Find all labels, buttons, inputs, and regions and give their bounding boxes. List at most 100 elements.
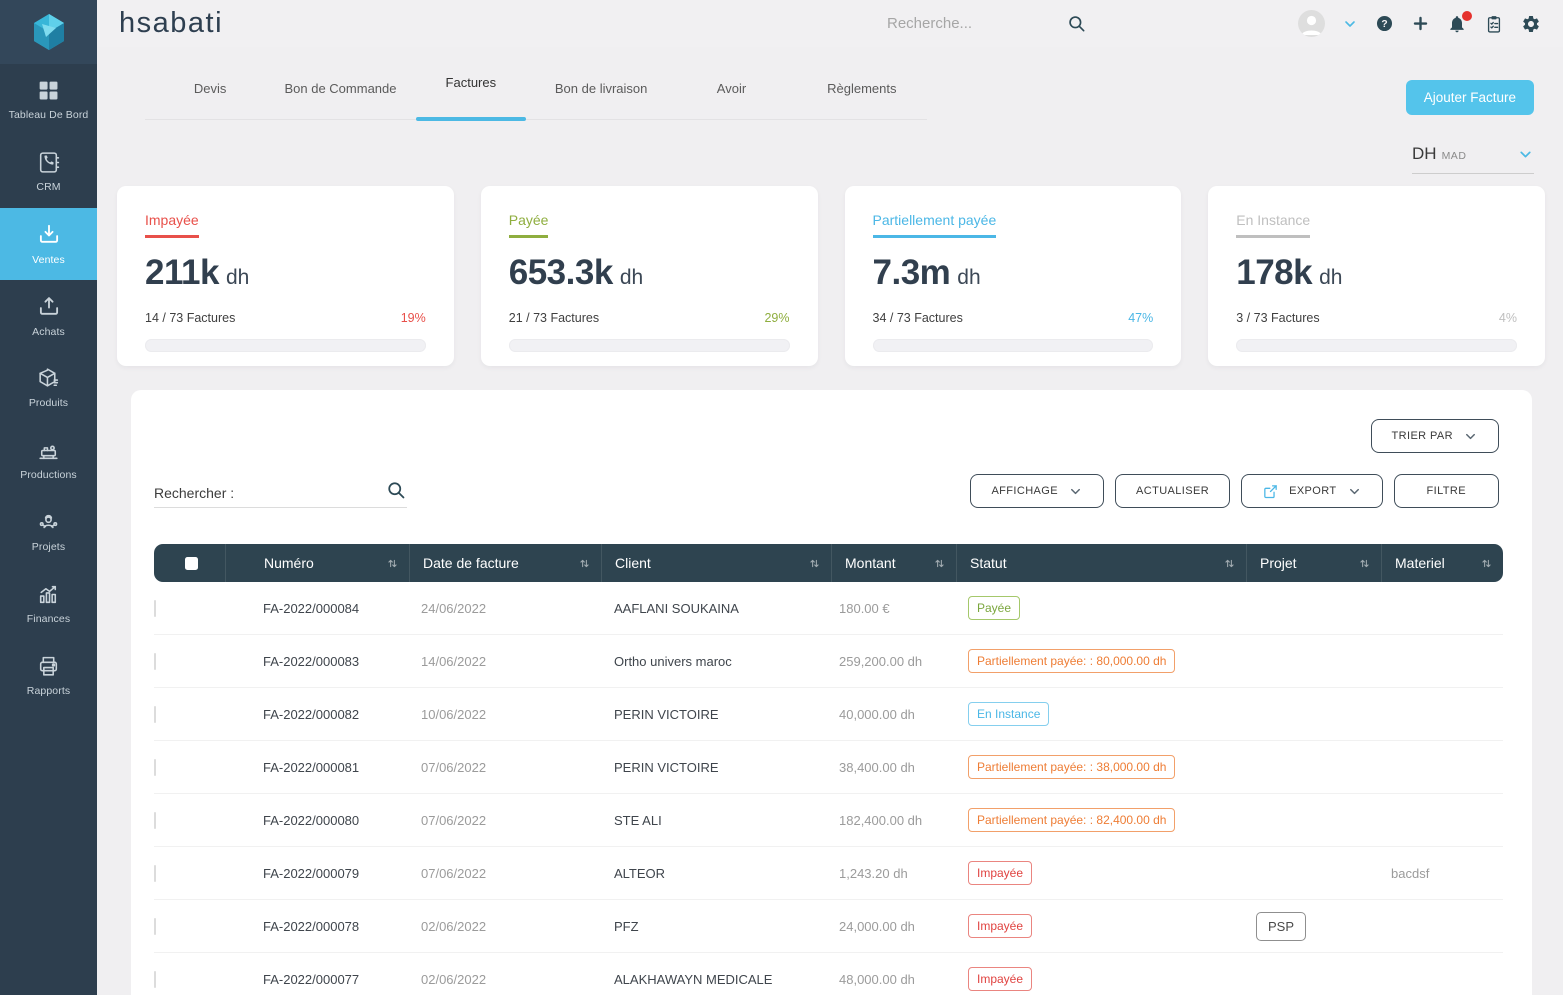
filter-button[interactable]: FILTRE — [1394, 474, 1499, 508]
table-row[interactable]: FA-2022/000082 10/06/2022 PERIN VICTOIRE… — [154, 688, 1503, 741]
sidebar-item-label: Achats — [32, 327, 65, 339]
sort-by-button[interactable]: TRIER PAR — [1371, 419, 1499, 453]
report-printer-icon — [36, 654, 61, 679]
finance-chart-icon — [36, 582, 61, 607]
search-icon[interactable] — [1067, 14, 1087, 34]
card-percent: 47% — [1128, 311, 1153, 325]
factory-icon — [36, 438, 61, 463]
select-all-checkbox[interactable] — [185, 557, 198, 570]
status-badge: Impayée — [968, 914, 1032, 938]
sidebar-item-finances[interactable]: Finances — [0, 568, 97, 640]
status-badge: Impayée — [968, 861, 1032, 885]
card-title: Impayée — [145, 212, 199, 238]
table-header: Numéro Date de facture Client Montant St… — [154, 544, 1503, 582]
status-badge: Impayée — [968, 967, 1032, 991]
card-value: 178kdh — [1236, 253, 1517, 293]
table-row[interactable]: FA-2022/000081 07/06/2022 PERIN VICTOIRE… — [154, 741, 1503, 794]
table-row[interactable]: FA-2022/000078 02/06/2022 PFZ 24,000.00 … — [154, 900, 1503, 953]
sort-icon[interactable] — [1479, 556, 1494, 571]
refresh-button[interactable]: ACTUALISER — [1115, 474, 1230, 508]
currency-select[interactable]: DH MAD — [1412, 144, 1534, 174]
row-checkbox[interactable] — [154, 971, 156, 988]
global-search-input[interactable] — [887, 15, 1059, 32]
row-checkbox[interactable] — [154, 706, 156, 723]
column-montant: Montant — [831, 544, 956, 582]
chevron-down-icon[interactable] — [1342, 16, 1358, 32]
sales-download-icon — [36, 222, 62, 248]
tab-bon-de-livraison[interactable]: Bon de livraison — [536, 61, 666, 119]
table-row[interactable]: FA-2022/000083 14/06/2022 Ortho univers … — [154, 635, 1503, 688]
card-value: 7.3mdh — [873, 253, 1154, 293]
column-statut: Statut — [956, 544, 1246, 582]
global-search — [887, 0, 1087, 47]
invoices-panel: TRIER PAR Rechercher : AFFICHAGE ACTUALI… — [131, 390, 1532, 995]
status-badge: Partiellement payée: : 38,000.00 dh — [968, 755, 1175, 779]
table-row[interactable]: FA-2022/000080 07/06/2022 STE ALI 182,40… — [154, 794, 1503, 847]
tab-devis[interactable]: Devis — [145, 61, 275, 119]
sort-icon[interactable] — [577, 556, 592, 571]
notification-dot — [1462, 11, 1472, 21]
settings-gear-icon[interactable] — [1521, 14, 1541, 34]
table-toolbar: Rechercher : AFFICHAGE ACTUALISER EXPORT — [154, 474, 1499, 508]
stat-card-partiellement-payee: Partiellement payée 7.3mdh 34 / 73 Factu… — [845, 186, 1182, 366]
row-checkbox[interactable] — [154, 653, 156, 670]
sidebar-item-achats[interactable]: Achats — [0, 280, 97, 352]
tab-factures[interactable]: Factures — [406, 61, 536, 119]
sidebar-item-ventes[interactable]: Ventes — [0, 208, 97, 280]
sidebar-item-produits[interactable]: Produits — [0, 352, 97, 424]
sidebar-item-label: CRM — [36, 182, 60, 194]
chevron-down-icon — [1068, 484, 1083, 499]
sidebar-item-label: Produits — [29, 398, 68, 410]
row-checkbox[interactable] — [154, 918, 156, 935]
row-checkbox[interactable] — [154, 865, 156, 882]
add-invoice-button[interactable]: Ajouter Facture — [1406, 80, 1534, 115]
table-row[interactable]: FA-2022/000079 07/06/2022 ALTEOR 1,243.2… — [154, 847, 1503, 900]
table-search[interactable]: Rechercher : — [154, 480, 407, 508]
sidebar-item-rapports[interactable]: Rapports — [0, 640, 97, 712]
sort-icon[interactable] — [807, 556, 822, 571]
row-checkbox[interactable] — [154, 600, 156, 617]
tab-avoir[interactable]: Avoir — [666, 61, 796, 119]
progress-bar — [873, 339, 1154, 352]
card-percent: 4% — [1499, 311, 1517, 325]
row-checkbox[interactable] — [154, 812, 156, 829]
export-button[interactable]: EXPORT — [1241, 474, 1382, 508]
card-count: 21 / 73 Factures — [509, 311, 599, 325]
card-count: 3 / 73 Factures — [1236, 311, 1319, 325]
sidebar-item-projets[interactable]: Projets — [0, 496, 97, 568]
tasks-clipboard-icon[interactable] — [1484, 14, 1504, 34]
tab-bon-de-commande[interactable]: Bon de Commande — [275, 61, 405, 119]
help-icon[interactable]: ? — [1375, 14, 1394, 33]
sidebar-item-productions[interactable]: Productions — [0, 424, 97, 496]
card-count: 14 / 73 Factures — [145, 311, 235, 325]
table-row[interactable]: FA-2022/000077 02/06/2022 ALAKHAWAYN MED… — [154, 953, 1503, 995]
sort-icon[interactable] — [1222, 556, 1237, 571]
sidebar-item-crm[interactable]: CRM — [0, 136, 97, 208]
sidebar-item-tableau-de-bord[interactable]: Tableau De Bord — [0, 64, 97, 136]
table-row[interactable]: FA-2022/000084 24/06/2022 AAFLANI SOUKAI… — [154, 582, 1503, 635]
gem-logo-icon — [30, 12, 68, 52]
row-checkbox[interactable] — [154, 759, 156, 776]
sort-icon[interactable] — [932, 556, 947, 571]
progress-bar — [509, 339, 790, 352]
tab-reglements[interactable]: Règlements — [797, 61, 927, 119]
header-select-all — [154, 544, 225, 582]
search-icon[interactable] — [386, 480, 407, 501]
stat-card-impayee: Impayée 211kdh 14 / 73 Factures19% — [117, 186, 454, 366]
add-plus-icon[interactable] — [1411, 14, 1430, 33]
chevron-down-icon — [1463, 429, 1478, 444]
topbar-icons: ? — [1298, 0, 1541, 47]
app-logo[interactable] — [0, 0, 97, 64]
column-date: Date de facture — [409, 544, 601, 582]
display-button[interactable]: AFFICHAGE — [970, 474, 1104, 508]
avatar[interactable] — [1298, 10, 1325, 37]
column-materiel: Materiel — [1381, 544, 1503, 582]
sort-icon[interactable] — [385, 556, 400, 571]
notifications-bell-icon[interactable] — [1447, 14, 1467, 34]
progress-bar — [145, 339, 426, 352]
sidebar: Tableau De Bord CRM Ventes Achats — [0, 0, 97, 995]
stat-card-payee: Payée 653.3kdh 21 / 73 Factures29% — [481, 186, 818, 366]
package-icon — [36, 366, 61, 391]
sidebar-item-label: Rapports — [27, 686, 70, 698]
sort-icon[interactable] — [1357, 556, 1372, 571]
